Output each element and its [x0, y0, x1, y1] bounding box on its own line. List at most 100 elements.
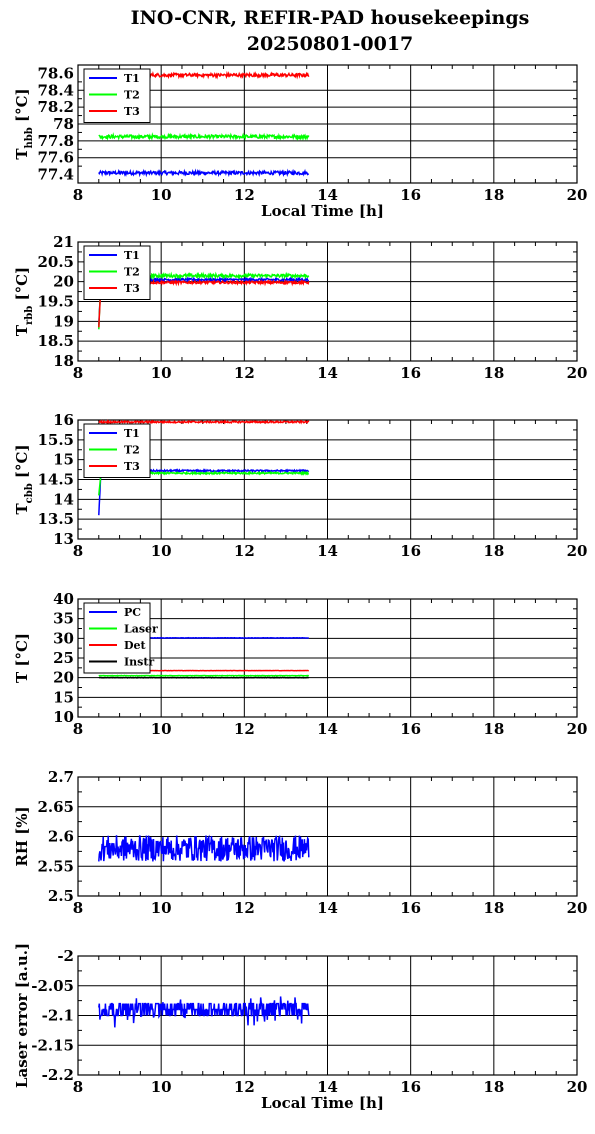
y-tick-label: 78.6	[37, 64, 74, 82]
x-tick-label: 20	[567, 364, 588, 382]
y-tick-label: 20.5	[37, 253, 74, 271]
y-tick-label: 2.55	[37, 857, 74, 875]
y-tick-label: 78.2	[37, 98, 74, 116]
y-tick-label: 13	[53, 530, 74, 548]
y-tick-label: 20	[53, 669, 74, 687]
x-tick-label: 16	[400, 364, 421, 382]
x-tick-label: 14	[317, 186, 338, 204]
x-tick-label: 8	[73, 720, 83, 738]
x-tick-label: 14	[317, 720, 338, 738]
y-tick-label: -2.05	[31, 977, 74, 995]
figure-title-line2: 20250801-0017	[247, 33, 414, 55]
x-tick-label: 12	[234, 186, 255, 204]
x-tick-label: 18	[483, 186, 504, 204]
y-tick-label: 2.65	[37, 798, 74, 816]
y-axis-label: Laser error [a.u.]	[13, 943, 31, 1088]
legend-label: Laser	[124, 623, 158, 636]
x-tick-label: 14	[317, 1078, 338, 1096]
legend-label: T1	[124, 427, 140, 440]
y-tick-label: 78	[53, 115, 74, 133]
y-tick-label: 77.8	[37, 132, 74, 150]
y-tick-label: 19	[53, 312, 74, 330]
y-axis-label: Thbb [°C]	[13, 88, 35, 159]
y-tick-label: 19.5	[37, 293, 74, 311]
y-tick-label: 25	[53, 649, 74, 667]
y-tick-label: 10	[53, 708, 74, 726]
x-tick-label: 8	[73, 1078, 83, 1096]
legend-label: T3	[124, 460, 140, 473]
x-tick-label: 10	[151, 186, 172, 204]
series-line-value	[98, 996, 310, 1028]
y-tick-label: 2.6	[48, 828, 74, 846]
x-tick-label: 16	[400, 542, 421, 560]
y-tick-label: -2.1	[42, 1007, 74, 1025]
x-axis-label: Local Time [h]	[261, 202, 384, 220]
legend-label: T3	[124, 282, 140, 295]
legend-label: T1	[124, 249, 140, 262]
y-tick-label: 16	[53, 411, 74, 429]
legend-label: T3	[124, 105, 140, 118]
y-tick-label: 78.4	[37, 81, 74, 99]
y-tick-label: -2.2	[42, 1066, 74, 1084]
x-tick-label: 8	[73, 542, 83, 560]
x-tick-label: 10	[151, 1078, 172, 1096]
x-tick-label: 14	[317, 364, 338, 382]
y-tick-label: 14.5	[37, 471, 74, 489]
y-tick-label: 21	[53, 233, 74, 251]
y-tick-label: 18.5	[37, 332, 74, 350]
x-tick-label: 16	[400, 1078, 421, 1096]
x-tick-label: 14	[317, 899, 338, 917]
x-tick-label: 16	[400, 899, 421, 917]
panel-6: -2.2 -2.15 -2.1 -2.05 -2 8 10 12 14 16 18 20 Local T…	[13, 943, 587, 1112]
y-tick-label: 77.4	[37, 166, 74, 184]
x-tick-label: 18	[483, 720, 504, 738]
x-tick-label: 12	[234, 899, 255, 917]
y-tick-label: 2.5	[48, 887, 74, 905]
y-tick-label: 30	[53, 629, 74, 647]
x-tick-label: 20	[567, 542, 588, 560]
x-tick-label: 8	[73, 899, 83, 917]
y-tick-label: 15	[53, 451, 74, 469]
x-axis-label: Local Time [h]	[261, 1094, 384, 1112]
legend-label: T1	[124, 72, 140, 85]
x-tick-label: 12	[234, 542, 255, 560]
y-tick-label: 20	[53, 273, 74, 291]
x-tick-label: 12	[234, 364, 255, 382]
y-tick-label: 18	[53, 352, 74, 370]
x-tick-label: 16	[400, 186, 421, 204]
x-tick-label: 10	[151, 542, 172, 560]
y-tick-label: 77.6	[37, 149, 74, 167]
series-line-t3	[98, 419, 310, 425]
legend-label: PC	[124, 606, 141, 619]
series-line-t1	[98, 168, 310, 178]
y-tick-label: 14	[53, 490, 74, 508]
y-tick-label: 2.7	[48, 768, 74, 786]
y-tick-label: 13.5	[37, 510, 74, 528]
series-line-t2	[98, 132, 310, 142]
x-tick-label: 18	[483, 899, 504, 917]
series-line-value	[98, 834, 310, 862]
x-tick-label: 12	[234, 720, 255, 738]
y-tick-label: -2.15	[31, 1036, 74, 1054]
x-tick-label: 10	[151, 364, 172, 382]
x-tick-label: 10	[151, 899, 172, 917]
y-tick-label: -2	[57, 947, 74, 965]
legend-label: Det	[124, 639, 147, 652]
y-tick-label: 15.5	[37, 431, 74, 449]
x-tick-label: 20	[567, 1078, 588, 1096]
y-tick-label: 35	[53, 610, 74, 628]
y-tick-label: 40	[53, 590, 74, 608]
x-tick-label: 18	[483, 1078, 504, 1096]
y-axis-label: T [°C]	[13, 633, 31, 683]
x-tick-label: 8	[73, 364, 83, 382]
x-tick-label: 18	[483, 364, 504, 382]
x-tick-label: 10	[151, 720, 172, 738]
figure-title-line1: INO-CNR, REFIR-PAD housekeepings	[131, 7, 530, 29]
y-axis-label: RH [%]	[13, 806, 31, 866]
x-tick-label: 18	[483, 542, 504, 560]
